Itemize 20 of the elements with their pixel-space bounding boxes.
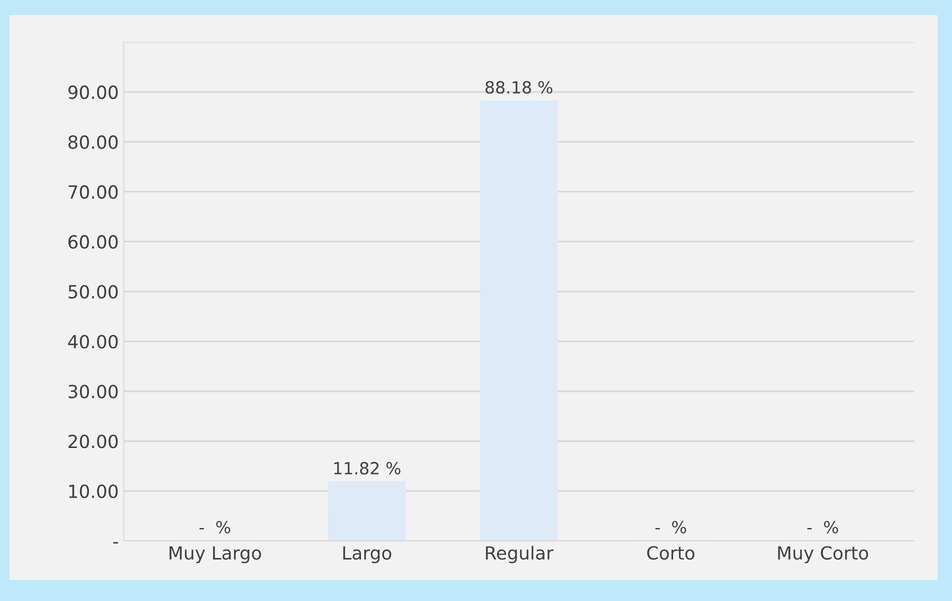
y-tick-label: 10.00 <box>69 484 118 498</box>
data-label: 11.82 % <box>334 462 400 475</box>
x-tick-label: Corto <box>647 546 694 560</box>
data-label: - % <box>200 520 230 534</box>
x-tick-label: Regular <box>486 546 554 564</box>
x-tick-label: Muy Corto <box>778 546 868 564</box>
data-label: 88.18 % <box>486 81 552 94</box>
y-tick-label: 50.00 <box>68 284 118 299</box>
data-label: - % <box>655 520 686 534</box>
x-tick-label: Largo <box>343 546 392 564</box>
y-tick-label: 20.00 <box>68 434 118 448</box>
y-tick-label: 30.00 <box>68 384 118 398</box>
y-tick-label: 80.00 <box>68 135 118 149</box>
y-tick-label: 60.00 <box>68 235 118 249</box>
y-tick-label: 70.00 <box>68 185 118 199</box>
y-tick-label: - <box>113 542 118 544</box>
y-tick-label: 40.00 <box>68 334 118 348</box>
y-tick-label: 90.00 <box>68 85 118 100</box>
data-label: - % <box>807 520 838 534</box>
x-tick-label: Muy Largo <box>170 546 262 564</box>
